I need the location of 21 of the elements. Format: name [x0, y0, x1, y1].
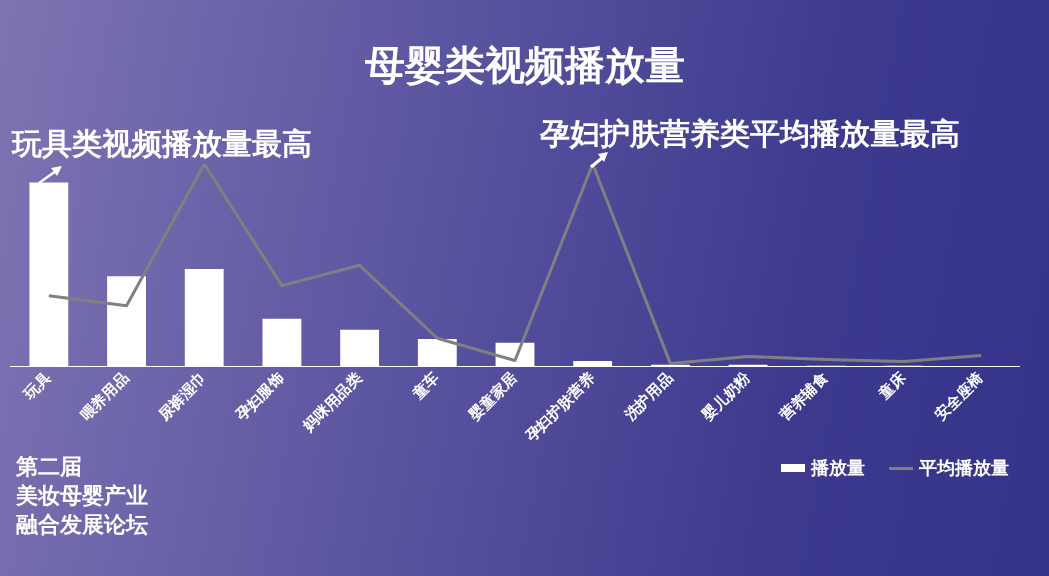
x-tick-label: 安全座椅	[931, 368, 987, 424]
x-tick-label: 婴童家居	[464, 368, 521, 425]
text: 美妆母婴产业	[16, 482, 148, 510]
text: 第二届	[16, 453, 82, 481]
text: 玩具类视频播放量最高	[12, 125, 312, 163]
text: 孕妇护肤营养类平均播放量最高	[540, 115, 960, 153]
x-tick-label: 妈咪用品类	[298, 368, 366, 436]
x-tick-label: 孕妇服饰	[231, 368, 288, 425]
x-tick-label: 婴儿奶粉	[697, 368, 755, 425]
x-tick-label: 喂养用品	[76, 368, 133, 424]
legend-label: 播放量	[811, 456, 865, 480]
chart-title: 母婴类视频播放量	[363, 41, 686, 90]
x-tick-label: 洗护用品	[620, 368, 676, 425]
x-tick-label: 营养辅食	[775, 368, 832, 425]
x-tick-label: 尿裤湿巾	[153, 368, 210, 425]
text: 融合发展论坛	[16, 511, 148, 539]
legend-label: 平均播放量	[919, 456, 1009, 480]
x-tick-label: 童车	[408, 368, 443, 404]
x-tick-label: 孕妇护肤营养	[521, 368, 599, 446]
x-tick-label: 童床	[874, 368, 910, 404]
x-tick-label: 玩具	[19, 368, 55, 404]
